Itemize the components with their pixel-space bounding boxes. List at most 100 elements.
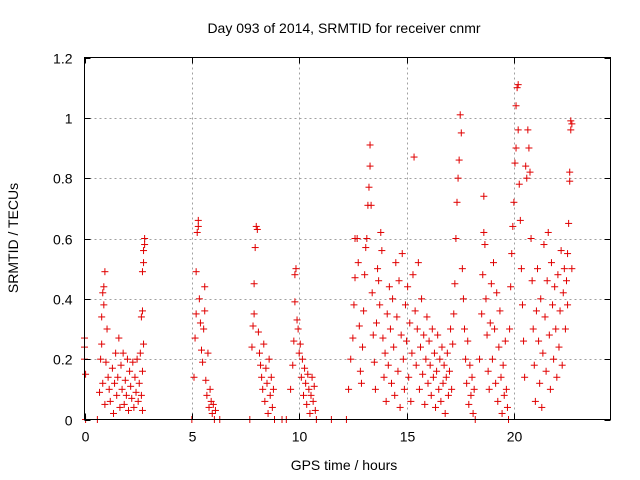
data-point (119, 349, 127, 357)
data-point (553, 373, 561, 381)
data-point (118, 385, 126, 393)
data-point (268, 403, 276, 411)
data-point (294, 325, 302, 333)
data-point (205, 403, 213, 411)
data-point (479, 271, 487, 279)
data-point (567, 126, 575, 134)
data-point (496, 307, 504, 315)
data-point (416, 343, 424, 351)
x-tick-label: 15 (400, 429, 416, 445)
data-point (558, 361, 566, 369)
data-point (252, 222, 260, 230)
data-point (204, 349, 212, 357)
data-point (405, 373, 413, 381)
data-point (384, 361, 392, 369)
data-point (366, 141, 374, 149)
data-point (396, 403, 404, 411)
data-point (418, 295, 426, 303)
data-point (420, 331, 428, 339)
data-point (400, 385, 408, 393)
data-point (408, 349, 416, 357)
x-tick-label: 10 (292, 429, 308, 445)
data-point (391, 391, 399, 399)
data-point (398, 250, 406, 258)
data-point (406, 319, 414, 327)
data-point (528, 277, 536, 285)
data-point (500, 391, 508, 399)
data-point (541, 313, 549, 321)
x-tick-label: 0 (82, 429, 90, 445)
y-tick-label: 0.2 (53, 352, 73, 368)
data-point (345, 385, 353, 393)
data-point (111, 379, 119, 387)
data-point (442, 373, 450, 381)
data-point (305, 385, 313, 393)
data-point (347, 355, 355, 363)
data-point (298, 355, 306, 363)
data-point (137, 313, 145, 321)
data-point (538, 403, 546, 411)
data-point (126, 367, 134, 375)
data-point (301, 364, 309, 372)
data-point (561, 325, 569, 333)
data-point (251, 244, 259, 252)
data-point (138, 307, 146, 315)
data-point (291, 271, 299, 279)
data-point (492, 379, 500, 387)
data-point (433, 367, 441, 375)
data-point (557, 247, 565, 255)
data-point (392, 259, 400, 267)
data-point (380, 373, 388, 381)
data-point (485, 385, 493, 393)
data-point (565, 219, 573, 227)
data-point (556, 307, 564, 315)
data-point (141, 235, 149, 242)
data-point (371, 385, 379, 393)
data-point (264, 409, 272, 417)
data-point (480, 228, 488, 236)
data-point (351, 274, 359, 282)
data-point (435, 385, 443, 393)
data-point (266, 391, 274, 399)
data-point (525, 144, 533, 152)
data-point (493, 289, 501, 297)
data-point (530, 361, 538, 369)
data-point (211, 406, 219, 414)
data-point (370, 358, 378, 366)
data-point (529, 325, 537, 333)
data-point (306, 409, 314, 417)
data-point (491, 325, 499, 333)
data-point (448, 385, 456, 393)
data-point (535, 337, 543, 345)
data-point (356, 367, 364, 375)
data-point (564, 250, 572, 258)
data-point (359, 343, 367, 351)
data-point (354, 259, 362, 267)
data-point (455, 156, 463, 164)
data-point (372, 319, 380, 327)
data-point (511, 159, 519, 167)
data-point (135, 379, 143, 387)
data-point (196, 319, 204, 327)
data-point (250, 280, 258, 288)
data-point (297, 373, 305, 381)
data-point (203, 391, 211, 399)
data-point (100, 301, 108, 309)
data-point (470, 385, 478, 393)
data-point (425, 337, 433, 345)
data-point (526, 168, 534, 176)
data-point (349, 334, 357, 342)
data-point (131, 373, 139, 381)
data-point (512, 102, 520, 110)
data-point (464, 337, 472, 345)
data-point (378, 247, 386, 255)
data-point (489, 259, 497, 267)
data-point (130, 403, 138, 411)
data-point (521, 373, 529, 381)
data-point (412, 361, 420, 369)
data-point (98, 340, 106, 348)
data-point (427, 391, 435, 399)
data-point (122, 391, 130, 399)
data-point (463, 379, 471, 387)
data-point (488, 355, 496, 363)
